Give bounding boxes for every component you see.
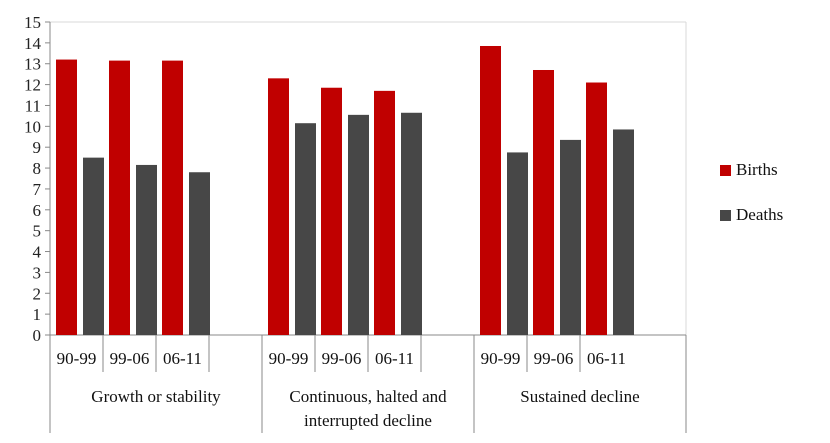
bar-deaths <box>295 123 316 335</box>
bar-deaths <box>348 114 369 336</box>
bar-births <box>162 60 183 335</box>
y-tick-label: 1 <box>33 305 42 324</box>
x-category-label: 06-11 <box>375 349 414 368</box>
y-tick-label: 13 <box>24 55 41 74</box>
legend-deaths: Deaths <box>720 205 783 225</box>
x-category-label: 06-11 <box>587 349 626 368</box>
y-tick-label: 14 <box>24 34 42 53</box>
legend-swatch-deaths <box>720 209 731 221</box>
bar-births <box>533 69 554 335</box>
bar-deaths <box>189 172 210 335</box>
group-label: interrupted decline <box>304 411 432 430</box>
x-category-label: 90-99 <box>481 349 521 368</box>
legend-label-births: Births <box>736 160 778 179</box>
bar-births <box>374 90 395 335</box>
bar-births <box>321 87 342 335</box>
y-tick-label: 4 <box>33 243 42 262</box>
bar-births <box>586 82 607 335</box>
legend-births: Births <box>720 160 778 180</box>
x-category-label: 90-99 <box>269 349 309 368</box>
y-tick-label: 2 <box>33 284 42 303</box>
x-category-label: 90-99 <box>57 349 97 368</box>
bar-deaths <box>507 152 528 335</box>
y-tick-label: 3 <box>33 263 42 282</box>
y-tick-label: 10 <box>24 117 41 136</box>
y-tick-label: 7 <box>33 180 42 199</box>
legend-swatch-births <box>720 164 731 176</box>
y-tick-label: 8 <box>33 159 42 178</box>
y-tick-label: 12 <box>24 76 41 95</box>
x-category-label: 99-06 <box>110 349 150 368</box>
y-tick-label: 0 <box>33 326 42 345</box>
legend-label-deaths: Deaths <box>736 205 784 224</box>
bar-deaths <box>613 129 634 335</box>
x-category-label: 99-06 <box>534 349 574 368</box>
bar-births <box>480 45 501 335</box>
bar-deaths <box>136 164 157 335</box>
group-label: Growth or stability <box>91 387 221 406</box>
bar-deaths <box>401 112 422 336</box>
y-tick-label: 5 <box>33 222 42 241</box>
bar-births <box>109 60 130 335</box>
group-label: Continuous, halted and <box>289 387 447 406</box>
y-tick-label: 9 <box>33 138 42 157</box>
y-tick-label: 15 <box>24 13 41 32</box>
group-label: Sustained decline <box>520 387 639 406</box>
x-category-label: 99-06 <box>322 349 362 368</box>
y-tick-label: 11 <box>25 96 41 115</box>
bar-deaths <box>560 139 581 335</box>
bar-deaths <box>83 157 104 335</box>
y-tick-label: 6 <box>33 201 42 220</box>
x-category-label: 06-11 <box>163 349 202 368</box>
bar-births <box>268 78 289 335</box>
bar-births <box>56 59 77 336</box>
